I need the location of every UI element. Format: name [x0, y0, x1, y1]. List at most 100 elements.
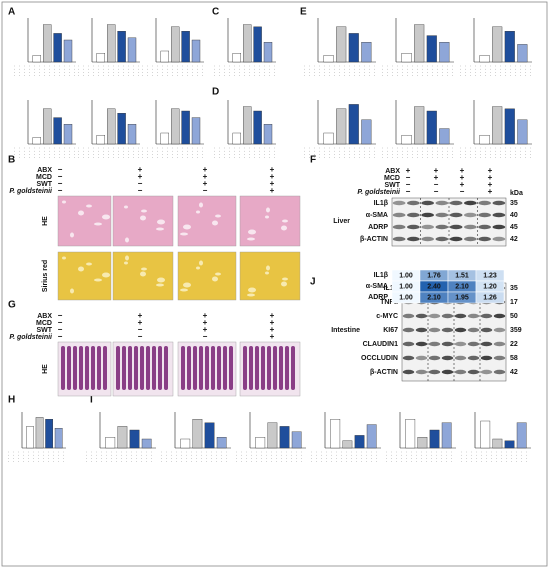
- bar: [255, 437, 266, 449]
- bar: [479, 55, 490, 63]
- he-image-detail: [248, 229, 256, 235]
- treatment-sign: −: [58, 172, 63, 181]
- band: [492, 212, 506, 218]
- stain-label: Sirius red: [42, 260, 49, 292]
- treatment-sign: +: [203, 318, 208, 327]
- heatmap-row: IL1β: [374, 272, 389, 279]
- he-image-detail: [156, 227, 164, 231]
- he-image-detail: [102, 214, 110, 220]
- he-image-detail: [157, 219, 165, 225]
- villus: [79, 346, 83, 390]
- heatmap-value: 2.10: [427, 294, 441, 301]
- band: [480, 327, 493, 333]
- band: [441, 341, 454, 347]
- bar: [232, 132, 242, 145]
- band: [407, 236, 420, 242]
- bar: [129, 429, 140, 449]
- sirius-image-detail: [125, 255, 129, 261]
- band: [428, 327, 441, 333]
- bar: [35, 417, 44, 449]
- band: [415, 369, 428, 375]
- bar: [45, 419, 54, 449]
- he-image-detail: [215, 214, 221, 218]
- treatment-name: P. goldsteinii: [9, 188, 53, 195]
- treatment-name: SWT: [384, 182, 400, 189]
- bar: [342, 440, 353, 449]
- kda: 50: [510, 313, 518, 320]
- he-image: [177, 195, 237, 247]
- bar: [291, 431, 302, 449]
- villus: [249, 346, 253, 390]
- band: [435, 236, 449, 242]
- treatment-sign: +: [203, 165, 208, 174]
- bar: [242, 106, 252, 145]
- treatment-sign: +: [406, 166, 411, 175]
- band: [428, 341, 441, 347]
- he-image-detail: [124, 205, 128, 209]
- villus: [134, 346, 138, 390]
- he-image-detail: [141, 209, 147, 213]
- villus: [146, 346, 150, 390]
- treatment-sign: −: [138, 179, 143, 188]
- panel-label: J: [310, 277, 316, 288]
- villus: [61, 346, 65, 390]
- bar: [96, 134, 106, 145]
- bar: [181, 31, 190, 63]
- heatmap-value: 2.10: [455, 283, 469, 290]
- treatment-sign: −: [58, 325, 63, 334]
- bar: [191, 117, 201, 145]
- band: [492, 200, 506, 206]
- stain-label: HE: [42, 216, 49, 226]
- band: [415, 355, 428, 361]
- treatment-sign: +: [203, 179, 208, 188]
- bar: [253, 26, 262, 63]
- heatmap-row: α-SMA: [366, 283, 388, 290]
- heatmap-value: 1.00: [399, 272, 413, 279]
- bar: [117, 426, 128, 449]
- bar: [106, 108, 116, 145]
- treatment-name: ABX: [37, 167, 52, 174]
- band: [478, 224, 491, 230]
- band: [480, 341, 493, 347]
- he-image-detail: [62, 200, 66, 204]
- bar: [504, 108, 515, 145]
- protein-name: OCCLUDIN: [361, 355, 398, 362]
- band: [449, 236, 463, 242]
- sirius-image-detail: [196, 266, 200, 270]
- sirius-image-detail: [199, 260, 203, 266]
- treatment-sign: +: [270, 325, 275, 334]
- villus: [97, 346, 101, 390]
- band: [464, 224, 477, 230]
- band: [464, 236, 477, 242]
- villus: [267, 346, 271, 390]
- bar: [160, 50, 170, 63]
- bar: [336, 108, 347, 145]
- treatment-sign: −: [138, 186, 143, 195]
- band: [441, 355, 454, 361]
- band: [454, 313, 467, 319]
- panel-label: B: [8, 155, 15, 166]
- bar: [63, 123, 73, 145]
- sirius-image: [239, 251, 301, 301]
- bar: [216, 437, 227, 449]
- kda: 45: [510, 224, 518, 231]
- treatment-sign: +: [270, 179, 275, 188]
- band: [392, 200, 406, 206]
- treatment-name: SWT: [36, 181, 52, 188]
- protein-name: IL1β: [374, 200, 389, 207]
- bar: [242, 24, 252, 63]
- sirius-image-detail: [78, 266, 84, 272]
- band: [428, 369, 441, 375]
- kda: 40: [510, 212, 518, 219]
- treatment-sign: +: [138, 172, 143, 181]
- treatment-name: ABX: [37, 313, 52, 320]
- bar: [253, 110, 262, 145]
- panel-label: I: [90, 395, 93, 406]
- villus: [285, 346, 289, 390]
- he-image-detail: [212, 220, 218, 226]
- he-image-detail: [183, 224, 191, 230]
- band: [407, 212, 420, 218]
- bar: [401, 53, 412, 63]
- bar: [429, 429, 440, 449]
- protein-name: TNFα: [380, 299, 399, 306]
